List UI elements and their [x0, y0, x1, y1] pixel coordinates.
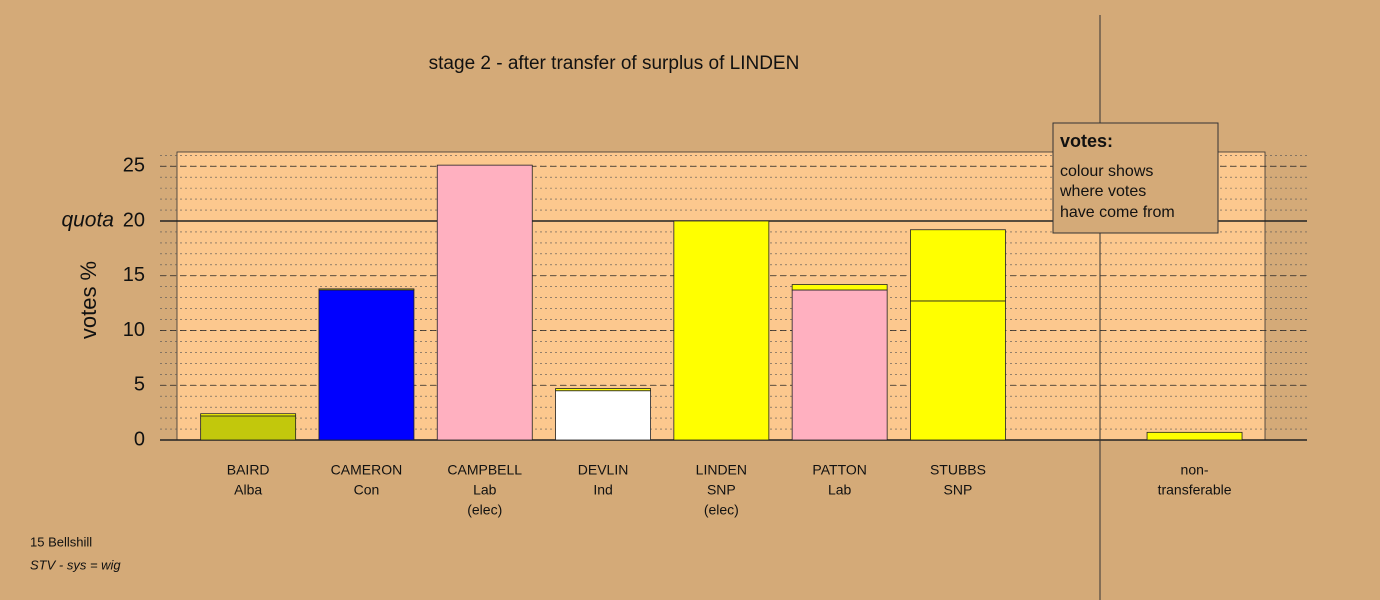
- bar-segment: [200, 415, 297, 441]
- x-tick-label: transferable: [1158, 482, 1232, 498]
- x-tick-label: CAMERON: [331, 462, 403, 478]
- note-line: have come from: [1060, 204, 1175, 221]
- bar-segment: [673, 220, 770, 441]
- x-tick-label: non-: [1181, 462, 1209, 478]
- y-tick-label: 0: [134, 428, 145, 450]
- bar-segment: [318, 288, 415, 291]
- bar-segment: [200, 413, 297, 417]
- x-tick-label: PATTON: [812, 462, 866, 478]
- x-tick-label: LINDEN: [696, 462, 747, 478]
- bar-segment: [910, 300, 1006, 441]
- bar-segment: [791, 284, 888, 291]
- note-title: votes:: [1060, 131, 1113, 151]
- quota-label: quota: [61, 209, 114, 232]
- x-tick-label: SNP: [707, 482, 736, 498]
- y-tick-label: 5: [134, 374, 145, 396]
- x-tick-label: (elec): [704, 502, 739, 518]
- x-tick-label: (elec): [467, 502, 502, 518]
- x-tick-label: Lab: [473, 482, 497, 498]
- bar-segment: [436, 164, 533, 441]
- x-tick-label: Ind: [593, 482, 612, 498]
- legend-note: votes: colour shows where votes have com…: [1052, 122, 1219, 234]
- bar-segment: [318, 289, 415, 441]
- x-tick-label: Con: [354, 482, 380, 498]
- note-box: [1052, 122, 1219, 234]
- y-tick-label: 25: [123, 155, 145, 177]
- note-line: colour shows: [1060, 163, 1153, 180]
- footer-text: STV - sys = wig: [30, 557, 121, 572]
- x-tick-label: DEVLIN: [578, 462, 629, 478]
- bar-segment: [910, 229, 1006, 302]
- bar-segment: [791, 289, 888, 441]
- x-tick-label: BAIRD: [227, 462, 270, 478]
- y-tick-label: 10: [123, 319, 145, 341]
- y-axis-label: votes %: [76, 261, 101, 339]
- footer-text: 15 Bellshill: [30, 534, 92, 549]
- x-tick-label: SNP: [944, 482, 973, 498]
- bar-segment: [1146, 431, 1243, 441]
- x-tick-label: CAMPBELL: [447, 462, 522, 478]
- bar-segment: [555, 388, 651, 392]
- x-tick-label: STUBBS: [930, 462, 986, 478]
- x-tick-label: Alba: [234, 482, 262, 498]
- bar-segment: [555, 390, 651, 441]
- note-line: where votes: [1059, 183, 1146, 200]
- y-tick-label: 15: [123, 264, 145, 286]
- chart-title: stage 2 - after transfer of surplus of L…: [429, 53, 800, 74]
- bars: [200, 164, 1243, 441]
- y-tick-label: 20: [123, 209, 145, 231]
- x-tick-label: Lab: [828, 482, 852, 498]
